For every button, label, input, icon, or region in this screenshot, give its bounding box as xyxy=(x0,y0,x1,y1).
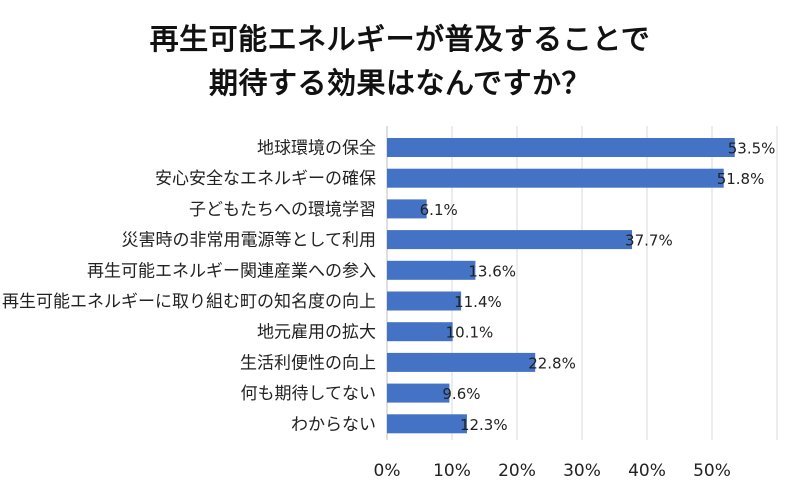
value-label: 22.8% xyxy=(528,354,576,372)
value-label: 37.7% xyxy=(625,232,673,250)
category-label: 子どもたちへの環境学習 xyxy=(189,200,376,220)
chart-title-line-1: 再生可能エネルギーが普及することで xyxy=(149,22,651,56)
value-label: 13.6% xyxy=(468,262,516,280)
category-label: 地元雇用の拡大 xyxy=(257,323,376,343)
bar xyxy=(387,260,476,280)
value-label: 53.5% xyxy=(728,140,776,158)
value-label: 9.6% xyxy=(442,385,480,403)
bar xyxy=(387,383,450,403)
bar xyxy=(387,168,724,188)
x-tick-label: 40% xyxy=(628,461,666,481)
bar xyxy=(387,322,453,342)
category-label: 再生可能エネルギー関連産業への参入 xyxy=(87,261,376,281)
value-label: 10.1% xyxy=(446,324,494,342)
bar xyxy=(387,414,467,434)
x-tick-label: 50% xyxy=(693,461,731,481)
value-label: 12.3% xyxy=(460,416,508,434)
bar xyxy=(387,138,735,157)
bar xyxy=(387,199,427,219)
value-label: 51.8% xyxy=(717,170,765,188)
x-tick-label: 20% xyxy=(498,461,536,481)
value-label: 11.4% xyxy=(454,293,502,311)
bar xyxy=(387,291,462,311)
category-label: 安心安全なエネルギーの確保 xyxy=(155,169,376,189)
x-tick-label: 10% xyxy=(433,461,471,481)
bar xyxy=(387,230,633,250)
bar xyxy=(387,352,536,372)
category-label: わからない xyxy=(291,415,376,435)
category-label: 地球環境の保全 xyxy=(257,139,376,159)
category-label: 何も期待してない xyxy=(241,384,377,404)
category-label: 再生可能エネルギーに取り組む町の知名度の向上 xyxy=(2,292,376,312)
x-tick-label: 0% xyxy=(374,461,401,481)
category-label: 生活利便性の向上 xyxy=(240,353,376,373)
category-label: 災害時の非常用電源等として利用 xyxy=(122,231,377,251)
value-label: 6.1% xyxy=(420,201,458,219)
x-tick-label: 30% xyxy=(563,461,601,481)
chart-title-line-2: 期待する効果はなんですか？ xyxy=(208,66,592,100)
